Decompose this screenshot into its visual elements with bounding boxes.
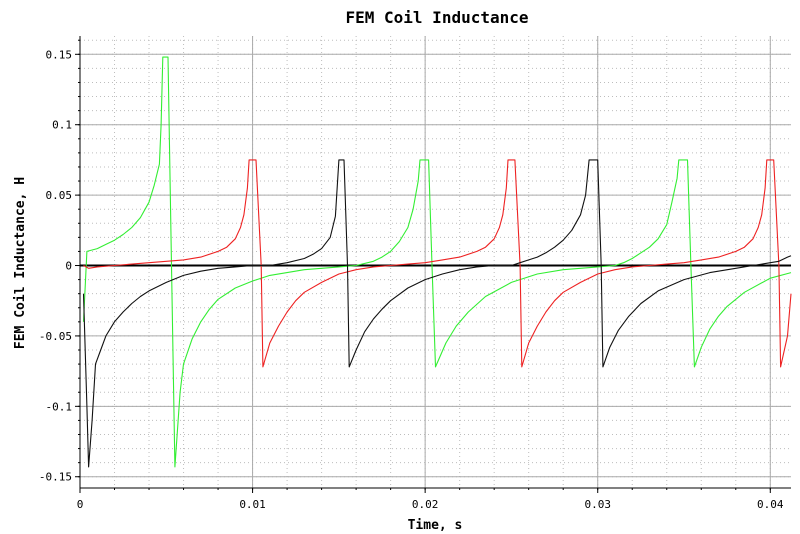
x-tick-label: 0.03 <box>584 498 611 511</box>
series-layer <box>82 56 792 468</box>
x-ticks: 0 0.01 0.02 0.03 0.04 <box>77 488 784 511</box>
x-tick-label: 0 <box>77 498 84 511</box>
y-tick-label: 0.15 <box>46 48 73 61</box>
y-axis-title: FEM Coil Inductance, H <box>13 177 28 349</box>
chart-title: FEM Coil Inductance <box>345 8 528 27</box>
plot-area <box>79 36 792 488</box>
axes: 0 0.01 0.02 0.03 0.04 -0.15 -0.1 -0.05 0 0.05 0.1… <box>39 36 791 511</box>
series-line-black <box>82 159 792 468</box>
y-ticks: -0.15 -0.1 -0.05 0 0.05 0.1 0.15 <box>39 39 80 484</box>
y-tick-label: -0.1 <box>46 400 73 413</box>
x-tick-label: 0.04 <box>757 498 784 511</box>
plot-background <box>80 36 791 488</box>
x-axis-title: Time, s <box>408 518 463 533</box>
x-tick-label: 0.02 <box>412 498 439 511</box>
series-line-green <box>82 56 792 468</box>
y-tick-label: 0.05 <box>46 189 73 202</box>
y-tick-label: -0.15 <box>39 471 72 484</box>
y-tick-label: 0 <box>65 260 72 273</box>
series-line-red <box>83 159 792 368</box>
x-tick-label: 0.01 <box>239 498 266 511</box>
y-tick-label: 0.1 <box>52 119 72 132</box>
y-tick-label: -0.05 <box>39 330 72 343</box>
